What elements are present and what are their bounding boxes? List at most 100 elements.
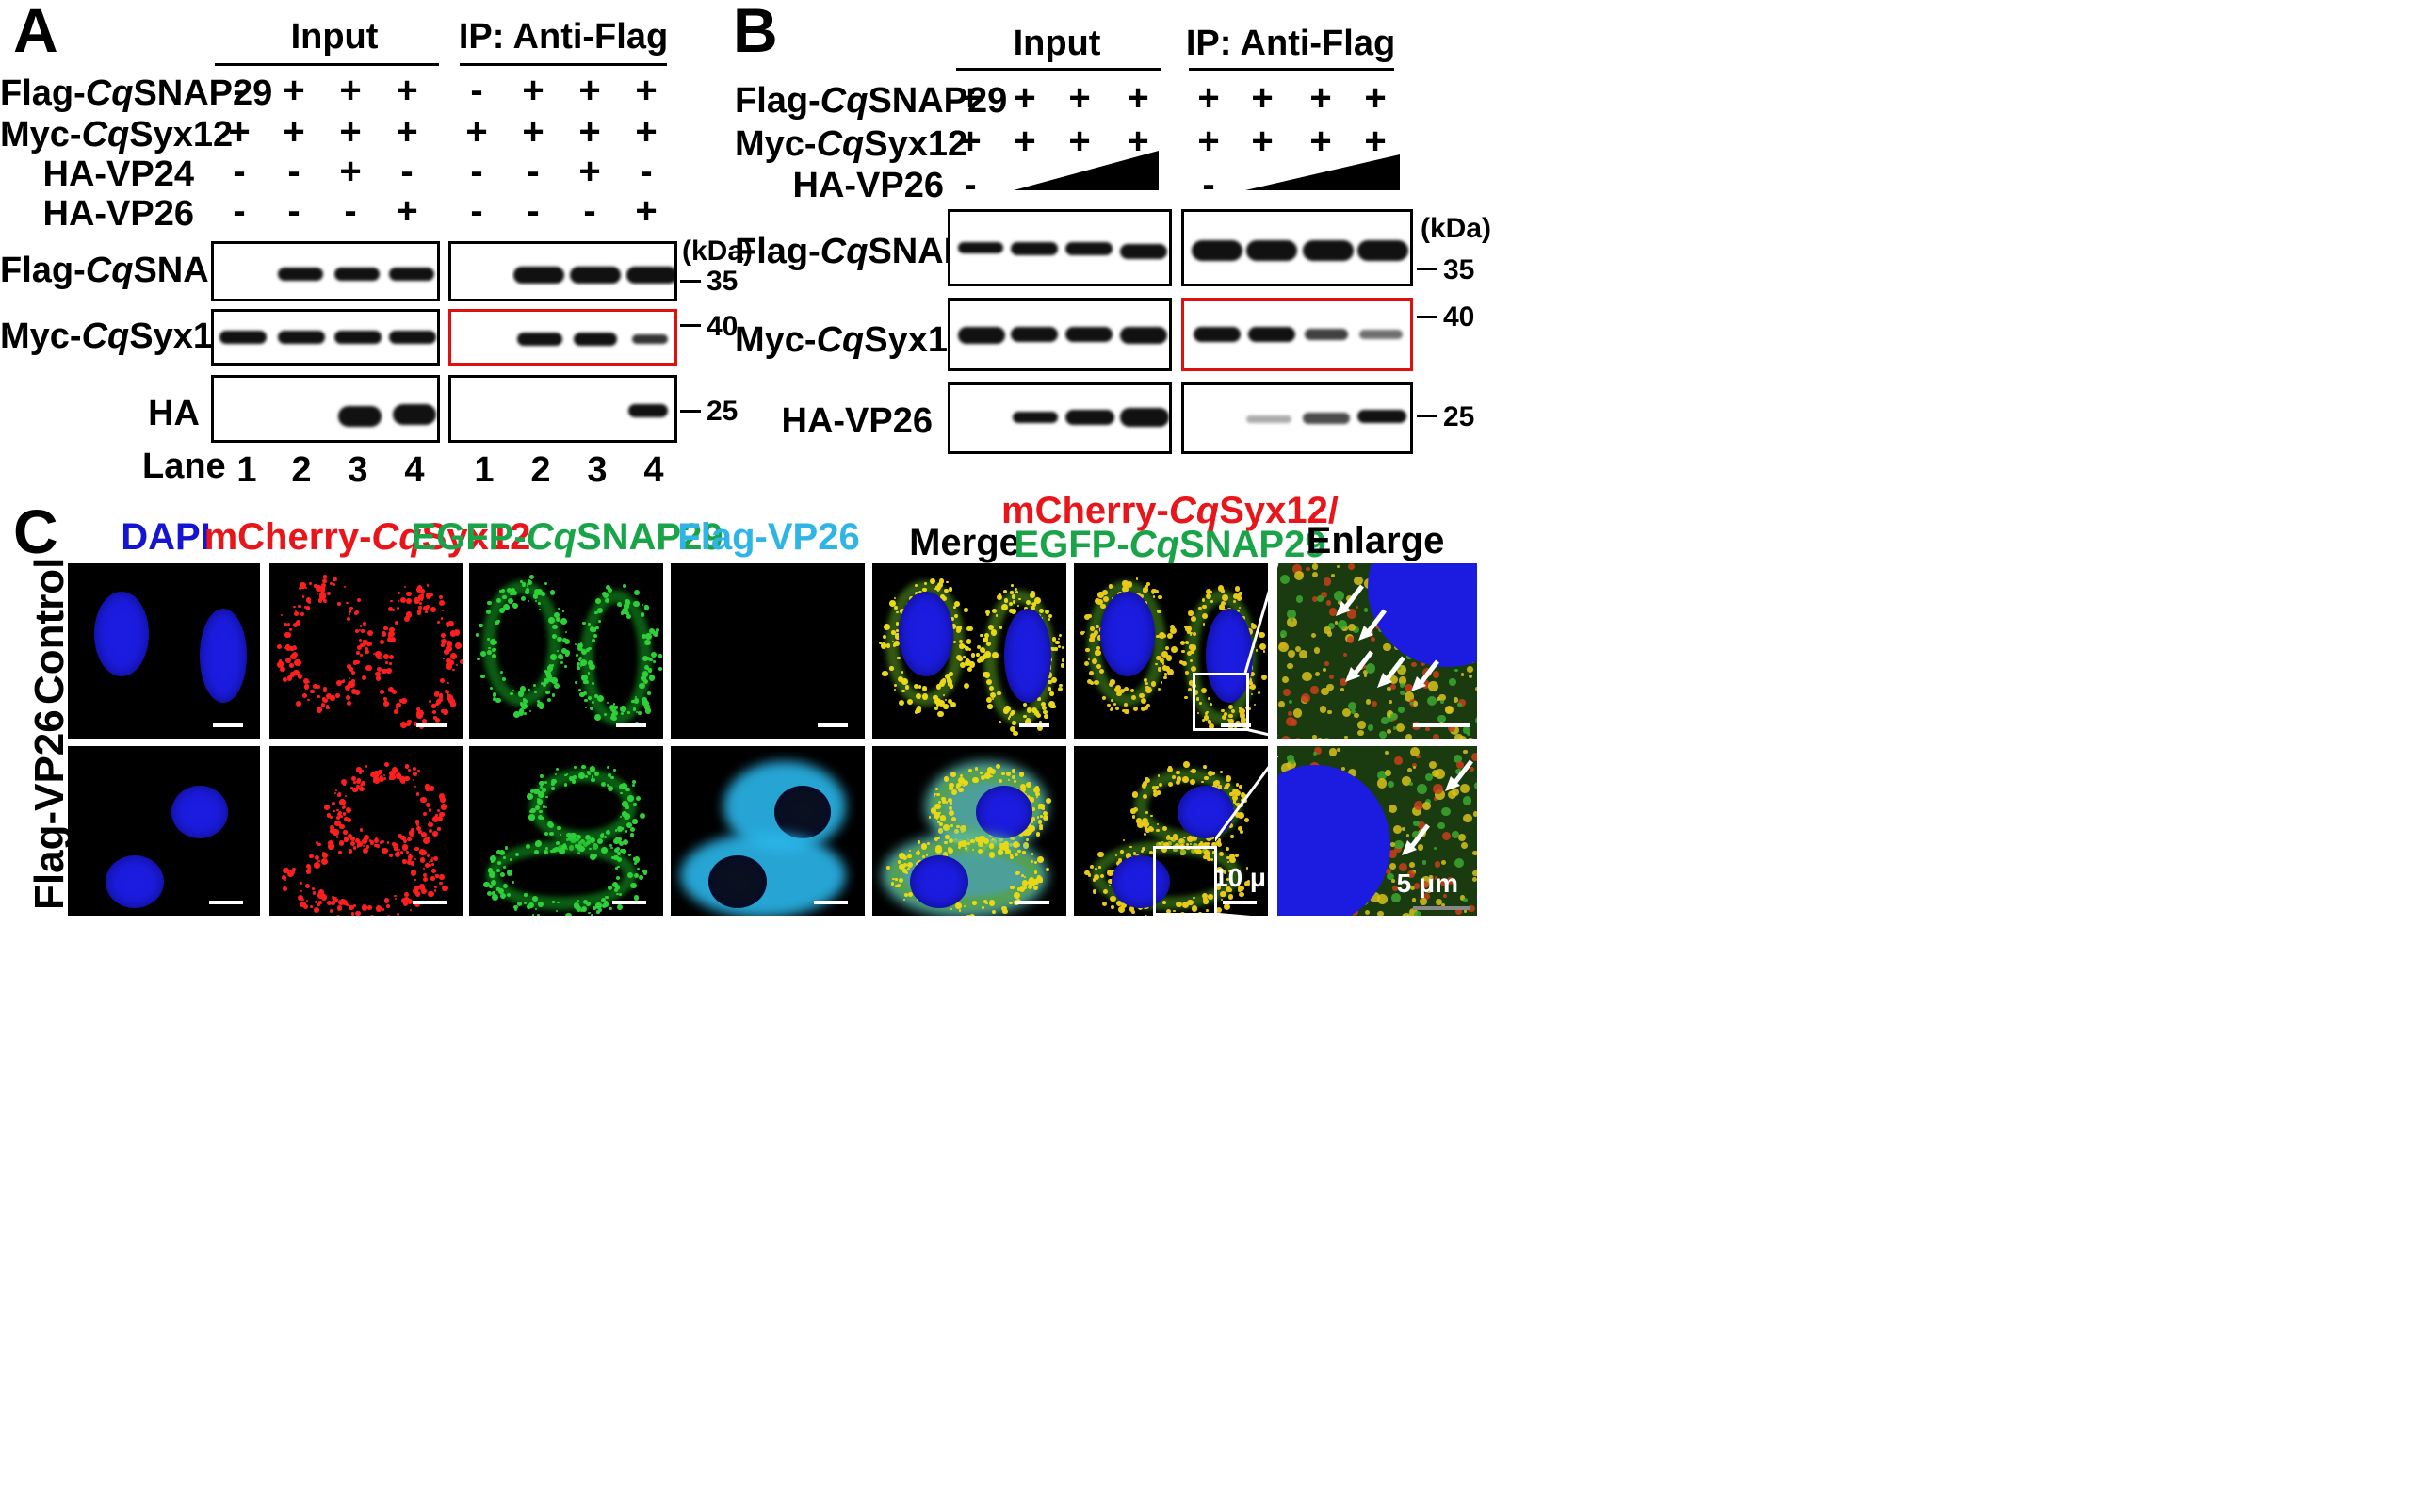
arrow-icon (1336, 584, 1364, 616)
micrograph-panel: 5 μm (1277, 746, 1477, 916)
treatment-sign: - (527, 151, 540, 192)
micrograph-panel (469, 746, 663, 916)
panel-b-input-header: Input (1013, 24, 1101, 63)
marker-tick-25b (1417, 415, 1437, 417)
lane-number: 2 (530, 450, 551, 490)
treatment-sign: + (283, 70, 305, 111)
treatment-sign: + (1251, 121, 1274, 162)
treatment-sign: + (635, 111, 658, 153)
blot-b-input-flag (948, 209, 1172, 286)
treatment-sign: + (1309, 77, 1332, 119)
blot-b-input-myc (948, 298, 1172, 371)
arrow-icon (1358, 609, 1387, 641)
panel-b-blot-label-ha: HA-VP26 (781, 401, 934, 441)
lane-number: 2 (291, 450, 312, 490)
marker-40-b: 40 (1443, 301, 1475, 333)
micrograph-panel (671, 563, 865, 739)
panel-a-row-label: Myc-CqSyx12 (0, 115, 234, 154)
treatment-sign: - (233, 190, 246, 232)
treatment-sign: + (396, 111, 418, 153)
treatment-sign: - (527, 190, 540, 232)
panel-b-vp26-minus-ip: - (1202, 164, 1215, 205)
panel-a-blot-label-ha: HA (148, 394, 200, 433)
treatment-sign: - (470, 151, 483, 192)
treatment-sign: - (470, 190, 483, 232)
panel-b-row-label: Myc-CqSyx12 (735, 124, 968, 164)
arrow-icon (1411, 659, 1439, 691)
panel-b-vp26-minus-input: - (964, 164, 977, 205)
blot-b-ip-myc (1181, 298, 1413, 371)
micrograph-panel (269, 746, 463, 916)
treatment-sign: + (959, 77, 982, 119)
blot-b-ip-flag (1181, 209, 1413, 286)
treatment-sign: + (1364, 121, 1387, 162)
treatment-sign: + (396, 190, 418, 232)
zoom-region-box (1153, 846, 1217, 916)
marker-tick-25a (680, 410, 701, 413)
treatment-sign: + (1364, 77, 1387, 119)
micrograph-panel (1277, 563, 1477, 739)
channel-label-dapi: DAPI (121, 516, 211, 558)
marker-tick-35b (1417, 268, 1437, 270)
arrow-icon (1445, 759, 1473, 791)
micrograph-panel (1074, 563, 1268, 739)
arrow-icon (1377, 656, 1405, 688)
lane-number: 1 (474, 450, 495, 490)
blot-a-ip-myc (448, 309, 677, 366)
vp26-gradient-triangle-ip (1245, 154, 1400, 190)
vp26-gradient-triangle-input (1014, 151, 1159, 190)
treatment-sign: + (959, 121, 982, 162)
panel-a-blot-label-flag: Flag-CqSNAP29 (0, 251, 273, 290)
panel-b-kda-label: (kDa) (1421, 213, 1492, 244)
treatment-sign: + (635, 190, 658, 232)
treatment-sign: + (1309, 121, 1332, 162)
enlarge-connector-lines (1215, 562, 1279, 921)
blot-b-input-ha (948, 382, 1172, 454)
arrow-icon (1402, 823, 1430, 855)
treatment-sign: - (233, 151, 246, 192)
zoom-region-box (1193, 673, 1249, 731)
panel-b-input-line (956, 68, 1161, 71)
treatment-sign: + (1127, 77, 1149, 119)
micrograph-panel (68, 563, 260, 739)
treatment-sign: + (578, 151, 601, 192)
treatment-sign: - (400, 151, 414, 192)
blot-a-input-ha (211, 375, 440, 443)
panel-a-row-label: HA-VP24 (42, 154, 195, 194)
row-label-control: Control (26, 557, 73, 705)
micrograph-panel (671, 746, 865, 916)
micrograph-panel (872, 563, 1066, 739)
treatment-sign: - (583, 190, 596, 232)
micrograph-panel (872, 746, 1066, 916)
lane-number: 4 (643, 450, 664, 490)
treatment-sign: + (1197, 121, 1220, 162)
overlay-label-line1: mCherry-CqSyx12/ (1001, 490, 1339, 531)
treatment-sign: + (465, 111, 488, 153)
treatment-sign: + (339, 111, 362, 153)
panel-a-input-header: Input (290, 17, 379, 57)
treatment-sign: + (1014, 77, 1036, 119)
channel-label-egfp: EGFP-CqSNAP29 (411, 516, 723, 558)
treatment-sign: - (470, 70, 483, 111)
panel-a-input-line (215, 63, 439, 66)
panel-c-label: C (13, 496, 58, 566)
treatment-sign: + (522, 111, 544, 153)
panel-b-blot-label-myc: Myc-CqSyx12 (735, 320, 968, 360)
treatment-sign: + (228, 111, 251, 153)
panel-b-blot-label-flag: Flag-CqSNAP29 (735, 232, 1008, 271)
marker-tick-40b (1417, 316, 1437, 318)
treatment-sign: + (1127, 121, 1149, 162)
blot-b-ip-ha (1181, 382, 1413, 454)
panel-a-label: A (13, 0, 58, 65)
panel-b-ip-header: IP: Anti-Flag (1185, 24, 1396, 63)
treatment-sign: + (635, 70, 658, 111)
treatment-sign: - (287, 151, 300, 192)
panel-a-blot-label-myc: Myc-CqSyx12 (0, 317, 234, 356)
panel-b-row-label: Flag-CqSNAP29 (735, 81, 1008, 121)
micrograph-panel (68, 746, 260, 916)
panel-a-row-label: HA-VP26 (42, 194, 195, 234)
marker-35-a: 35 (707, 266, 739, 297)
blot-a-ip-ha (448, 375, 677, 443)
treatment-sign: - (287, 190, 300, 232)
treatment-sign: + (1014, 121, 1036, 162)
